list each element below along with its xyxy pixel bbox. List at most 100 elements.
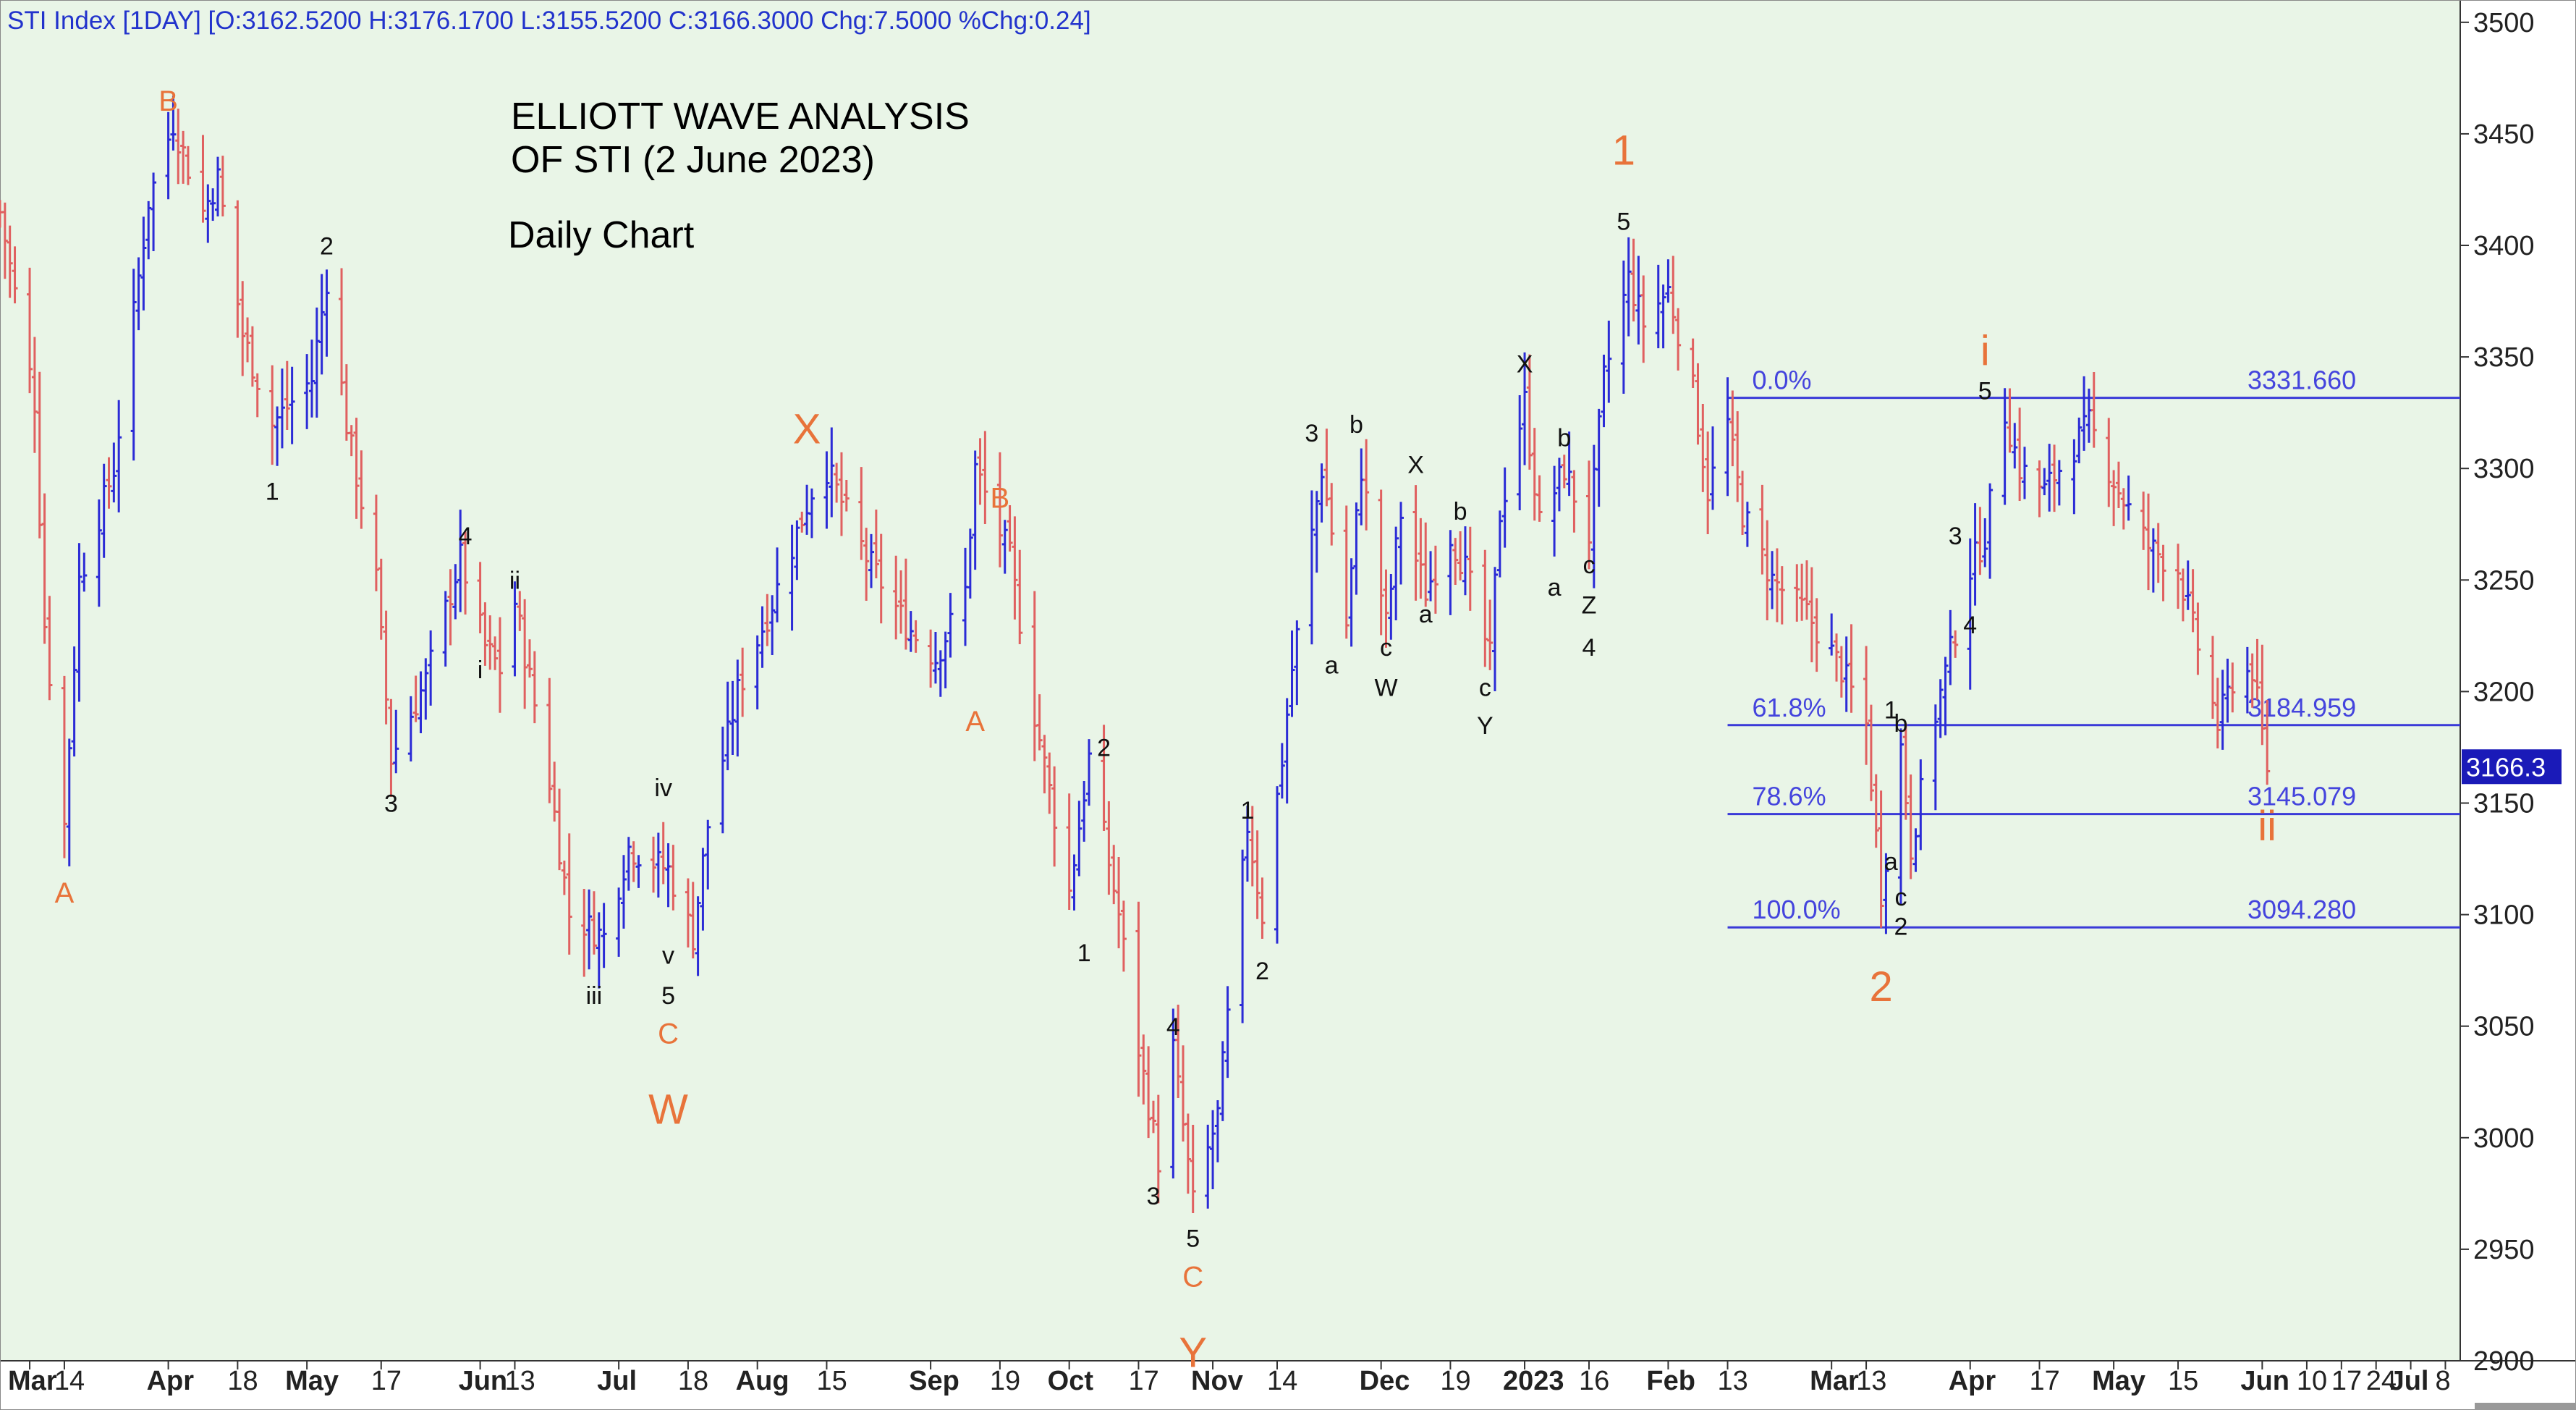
y-tick-label: 2900: [2473, 1346, 2535, 1377]
ohlc-bar: [2145, 493, 2152, 591]
ohlc-bar: [219, 156, 226, 216]
ohlc-bar: [2021, 447, 2028, 499]
wave-label: 1: [266, 478, 279, 505]
ohlc-bar: [1517, 394, 1523, 510]
ohlc-bar: [1432, 545, 1439, 614]
wave-label: X: [1407, 451, 1424, 478]
ohlc-bar: [1496, 510, 1503, 578]
ohlc-bar: [655, 832, 661, 898]
ohlc-bar: [838, 452, 844, 536]
wave-label: 2: [320, 232, 334, 260]
ohlc-bar: [1759, 484, 1766, 575]
ohlc-bar: [616, 887, 622, 957]
ohlc-bar: [695, 896, 701, 976]
ohlc-bar: [358, 450, 365, 529]
ohlc-bar: [1308, 490, 1315, 645]
x-tick-label: Oct: [1048, 1366, 1094, 1396]
ohlc-bar: [517, 591, 523, 631]
ohlc-bar: [383, 610, 389, 725]
ohlc-bar: [1640, 275, 1647, 363]
scrollbar-thumb[interactable]: [2475, 1403, 2576, 1410]
ohlc-bar: [1794, 564, 1800, 622]
ohlc-bar: [2229, 662, 2236, 713]
ohlc-bar: [1501, 467, 1508, 548]
wave-label: B: [158, 85, 178, 117]
ohlc-bar: [651, 836, 657, 893]
ohlc-bar: [249, 326, 255, 387]
wave-label: a: [1884, 848, 1898, 876]
ohlc-bar: [81, 552, 88, 592]
ohlc-bar: [170, 96, 177, 151]
ohlc-bar: [1135, 901, 1142, 1097]
fib-value-label: 3331.660: [2247, 366, 2356, 395]
wave-label: 1: [1884, 696, 1898, 724]
last-price-tag: 3166.3: [2462, 749, 2562, 785]
x-tick-label: 16: [1579, 1366, 1609, 1396]
wave-label: c: [1380, 634, 1392, 662]
wave-label: 5: [1617, 208, 1630, 235]
y-tick-label: 3400: [2473, 231, 2535, 261]
ohlc-bar: [586, 889, 593, 970]
ohlc-bar: [462, 531, 469, 615]
x-tick-label: 19: [1440, 1366, 1470, 1396]
ohlc-bar: [1536, 475, 1543, 522]
ohlc-bar: [27, 267, 33, 394]
fib-pct-label: 100.0%: [1753, 895, 1841, 924]
chart-subtitle: Daily Chart: [508, 214, 695, 256]
ohlc-bar: [1774, 548, 1780, 622]
ohlc-bar: [1254, 830, 1261, 919]
ohlc-bar: [868, 533, 875, 588]
ohlc-bar: [769, 595, 776, 655]
ohlc-bar: [878, 533, 884, 624]
wave-label: c: [1894, 884, 1907, 911]
ohlc-bar: [2071, 439, 2077, 515]
ohlc-bar: [596, 912, 602, 989]
wave-label: c: [1583, 552, 1595, 579]
ohlc-bar: [1224, 986, 1231, 1078]
wave-label: 3: [1305, 420, 1318, 447]
fib-pct-label: 78.6%: [1753, 782, 1826, 811]
ohlc-bar: [1210, 1110, 1216, 1189]
x-tick-label: Sep: [909, 1366, 959, 1396]
wave-label: B: [991, 483, 1010, 515]
x-tick-label: 13: [1856, 1366, 1886, 1396]
ohlc-bar: [1897, 728, 1904, 905]
ohlc-bar: [1675, 308, 1682, 371]
ohlc-bar: [1571, 470, 1577, 533]
ohlc-bar: [625, 837, 632, 891]
x-tick-label: 19: [990, 1366, 1020, 1396]
ohlc-bar: [1140, 1034, 1147, 1105]
ohlc-bar: [670, 845, 677, 911]
ohlc-bar: [1987, 483, 1994, 579]
fib-value-label: 3184.959: [2247, 693, 2356, 722]
ohlc-bar: [1066, 793, 1072, 911]
y-axis-ticks: 3500 3450 3400 3350 3300 3250 3200 3150 3100 3050…: [2460, 8, 2535, 1377]
wave-label: A: [55, 877, 75, 909]
ohlc-bar: [2179, 568, 2186, 622]
ohlc-bar: [492, 636, 499, 670]
ohlc-bar: [2125, 475, 2132, 521]
ohlc-bar: [1294, 620, 1300, 706]
ohlc-bar: [1116, 857, 1122, 949]
ohlc-bar: [180, 130, 187, 184]
ohlc-bar: [2214, 677, 2221, 748]
y-tick-label: 3300: [2473, 454, 2535, 484]
ohlc-bar: [269, 365, 276, 465]
x-tick-label: 14: [54, 1366, 85, 1396]
ohlc-bar: [1155, 1094, 1161, 1204]
ohlc-bar: [1, 202, 8, 279]
ohlc-bar: [240, 281, 246, 376]
ohlc-bar: [1041, 735, 1048, 794]
ohlc-bar: [1467, 526, 1473, 611]
ohlc-bar: [348, 425, 355, 457]
ohlc-bar: [1284, 698, 1290, 804]
wave-label: 1: [1240, 797, 1254, 824]
wave-label: a: [1548, 574, 1562, 601]
ohlc-bar: [620, 855, 627, 929]
ohlc-bar: [1883, 853, 1889, 934]
ohlc-bar: [1952, 630, 1959, 658]
ohlc-bar: [1655, 264, 1661, 349]
wave-label: ii: [2258, 803, 2276, 850]
ohlc-bar: [1868, 704, 1874, 801]
ohlc-bar: [1120, 900, 1127, 972]
